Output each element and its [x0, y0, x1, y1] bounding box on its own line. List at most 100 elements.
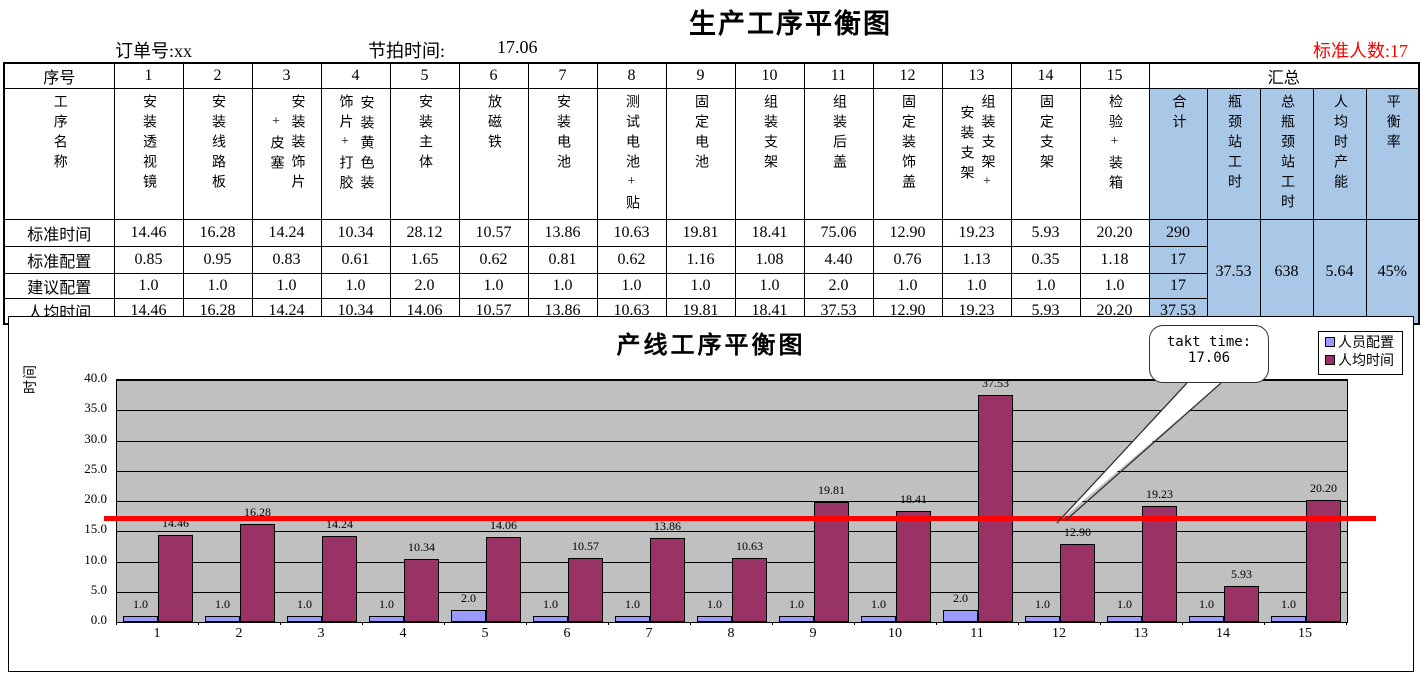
callout-line2: 17.06 [1187, 350, 1231, 366]
process-name-cell[interactable]: 组装后盖 [803, 88, 874, 220]
station-number-cell[interactable]: 11 [803, 62, 874, 89]
y-axis-label: 时间 [24, 364, 39, 394]
process-name-cell[interactable]: 安装装饰片 +皮塞 [251, 88, 322, 220]
std-time-value-cell[interactable]: 13.86 [527, 219, 598, 247]
suggested-config-value-cell[interactable]: 2.0 [389, 273, 460, 299]
std-time-value-cell[interactable]: 20.20 [1079, 219, 1150, 247]
std-config-value-cell[interactable]: 0.62 [596, 246, 667, 274]
suggested-config-value-cell[interactable]: 2.0 [803, 273, 874, 299]
station-number-cell[interactable]: 1 [113, 62, 184, 89]
page-title: 生产工序平衡图 [689, 9, 892, 39]
std-time-value-cell[interactable]: 14.24 [251, 219, 322, 247]
x-tick-label: 3 [317, 626, 325, 641]
std-config-value-cell[interactable]: 1.08 [734, 246, 805, 274]
legend-item-time[interactable]: 人均时间 [1325, 353, 1394, 371]
std-config-value-cell[interactable]: 1.16 [665, 246, 736, 274]
suggested-config-value-cell[interactable]: 1.0 [1010, 273, 1081, 299]
station-number-cell[interactable]: 14 [1010, 62, 1081, 89]
std-time-value-cell[interactable]: 12.90 [872, 219, 943, 247]
station-number-cell[interactable]: 6 [458, 62, 529, 89]
total-bottleneck-hours-value[interactable]: 638 [1259, 219, 1314, 325]
std-time-value-cell[interactable]: 28.12 [389, 219, 460, 247]
std-config-value-cell[interactable]: 1.13 [941, 246, 1012, 274]
std-config-value-cell[interactable]: 0.81 [527, 246, 598, 274]
suggested-config-value-cell[interactable]: 1.0 [596, 273, 667, 299]
process-name-cell[interactable]: 安装主体 [389, 88, 460, 220]
suggested-config-value-cell[interactable]: 1.0 [1079, 273, 1150, 299]
suggested-config-value-cell[interactable]: 1.0 [665, 273, 736, 299]
station-number-cell[interactable]: 12 [872, 62, 943, 89]
station-number-cell[interactable]: 15 [1079, 62, 1150, 89]
std-time-value-cell[interactable]: 10.57 [458, 219, 529, 247]
process-name-cell[interactable]: 放磁铁 [458, 88, 529, 220]
station-number-cell[interactable]: 7 [527, 62, 598, 89]
std-time-value-cell[interactable]: 18.41 [734, 219, 805, 247]
std-config-value-cell[interactable]: 0.35 [1010, 246, 1081, 274]
process-name-cell[interactable]: 检验+装箱 [1079, 88, 1150, 220]
std-time-value-cell[interactable]: 16.28 [182, 219, 253, 247]
std-time-value-cell[interactable]: 19.23 [941, 219, 1012, 247]
staffing-bar [1025, 616, 1060, 622]
std-time-value-cell[interactable]: 75.06 [803, 219, 874, 247]
legend-item-staffing[interactable]: 人员配置 [1325, 335, 1394, 353]
process-name-cell[interactable]: 测试电池+贴 [596, 88, 667, 220]
std-time-value-cell[interactable]: 19.81 [665, 219, 736, 247]
std-config-value-cell[interactable]: 0.61 [320, 246, 391, 274]
std-time-value-cell[interactable]: 10.63 [596, 219, 667, 247]
suggested-config-value-cell[interactable]: 1.0 [113, 273, 184, 299]
std-config-row: 标准配置 0.85 0.95 0.83 0.61 1.65 0.62 0.81 0.62 1.16… [3, 246, 1419, 274]
suggested-config-value-cell[interactable]: 1.0 [527, 273, 598, 299]
suggested-config-value-cell[interactable]: 1.0 [872, 273, 943, 299]
takt-time-value[interactable]: 17.06 [497, 37, 538, 57]
std-time-total-cell[interactable]: 290 [1148, 219, 1208, 247]
station-number-cell[interactable]: 5 [389, 62, 460, 89]
suggested-config-value-cell[interactable]: 1.0 [941, 273, 1012, 299]
std-config-value-cell[interactable]: 4.40 [803, 246, 874, 274]
std-time-value-cell[interactable]: 14.46 [113, 219, 184, 247]
std-config-value-cell[interactable]: 0.95 [182, 246, 253, 274]
std-time-value-cell[interactable]: 5.93 [1010, 219, 1081, 247]
x-tick-label: 1 [153, 626, 161, 641]
suggested-config-value-cell[interactable]: 1.0 [320, 273, 391, 299]
station-number-cell[interactable]: 2 [182, 62, 253, 89]
suggested-config-value-cell[interactable]: 1.0 [182, 273, 253, 299]
balance-rate-value[interactable]: 45% [1365, 219, 1420, 325]
std-config-value-cell[interactable]: 0.76 [872, 246, 943, 274]
process-name-cell[interactable]: 固定电池 [665, 88, 736, 220]
process-name-cell[interactable]: 安装透视镜 [113, 88, 184, 220]
station-number-cell[interactable]: 3 [251, 62, 322, 89]
process-name-cell[interactable]: 固定装饰盖 [872, 88, 943, 220]
staffing-bar-label: 2.0 [953, 591, 968, 605]
takt-time-label: 节拍时间: [368, 41, 446, 61]
process-name-cell[interactable]: 固定支架 [1010, 88, 1081, 220]
per-capita-capacity-value[interactable]: 5.64 [1312, 219, 1367, 325]
process-name-cell[interactable]: 安装电池 [527, 88, 598, 220]
suggested-config-value-cell[interactable]: 1.0 [458, 273, 529, 299]
suggested-config-value-cell[interactable]: 1.0 [734, 273, 805, 299]
station-number-cell[interactable]: 9 [665, 62, 736, 89]
station-number-cell[interactable]: 10 [734, 62, 805, 89]
time-bar [814, 502, 849, 622]
process-name-cell[interactable]: 安装黄色装 饰片+打胶 [320, 88, 391, 220]
std-config-value-cell[interactable]: 0.62 [458, 246, 529, 274]
process-name-cell[interactable]: 组装支架 [734, 88, 805, 220]
station-number-cell[interactable]: 4 [320, 62, 391, 89]
suggested-config-value-cell[interactable]: 1.0 [251, 273, 322, 299]
station-number-cell[interactable]: 8 [596, 62, 667, 89]
std-config-total-cell[interactable]: 17 [1148, 246, 1208, 274]
suggested-config-total-cell[interactable]: 17 [1148, 273, 1208, 299]
staffing-bar-label: 1.0 [297, 597, 312, 611]
std-config-value-cell[interactable]: 0.85 [113, 246, 184, 274]
process-name-cell[interactable]: 组装支架+ 安装支架 [941, 88, 1012, 220]
std-time-value-cell[interactable]: 10.34 [320, 219, 391, 247]
std-config-value-cell[interactable]: 1.65 [389, 246, 460, 274]
station-number-cell[interactable]: 13 [941, 62, 1012, 89]
bottleneck-hours-header: 瓶颈站工时 [1206, 88, 1261, 220]
std-config-value-cell[interactable]: 1.18 [1079, 246, 1150, 274]
axis-tick [1264, 621, 1265, 625]
process-name-cell[interactable]: 安装线路板 [182, 88, 253, 220]
callout-line1: takt time: [1166, 334, 1252, 350]
std-config-value-cell[interactable]: 0.83 [251, 246, 322, 274]
y-tick-label: 40.0 [84, 370, 107, 385]
bottleneck-hours-value[interactable]: 37.53 [1206, 219, 1261, 325]
